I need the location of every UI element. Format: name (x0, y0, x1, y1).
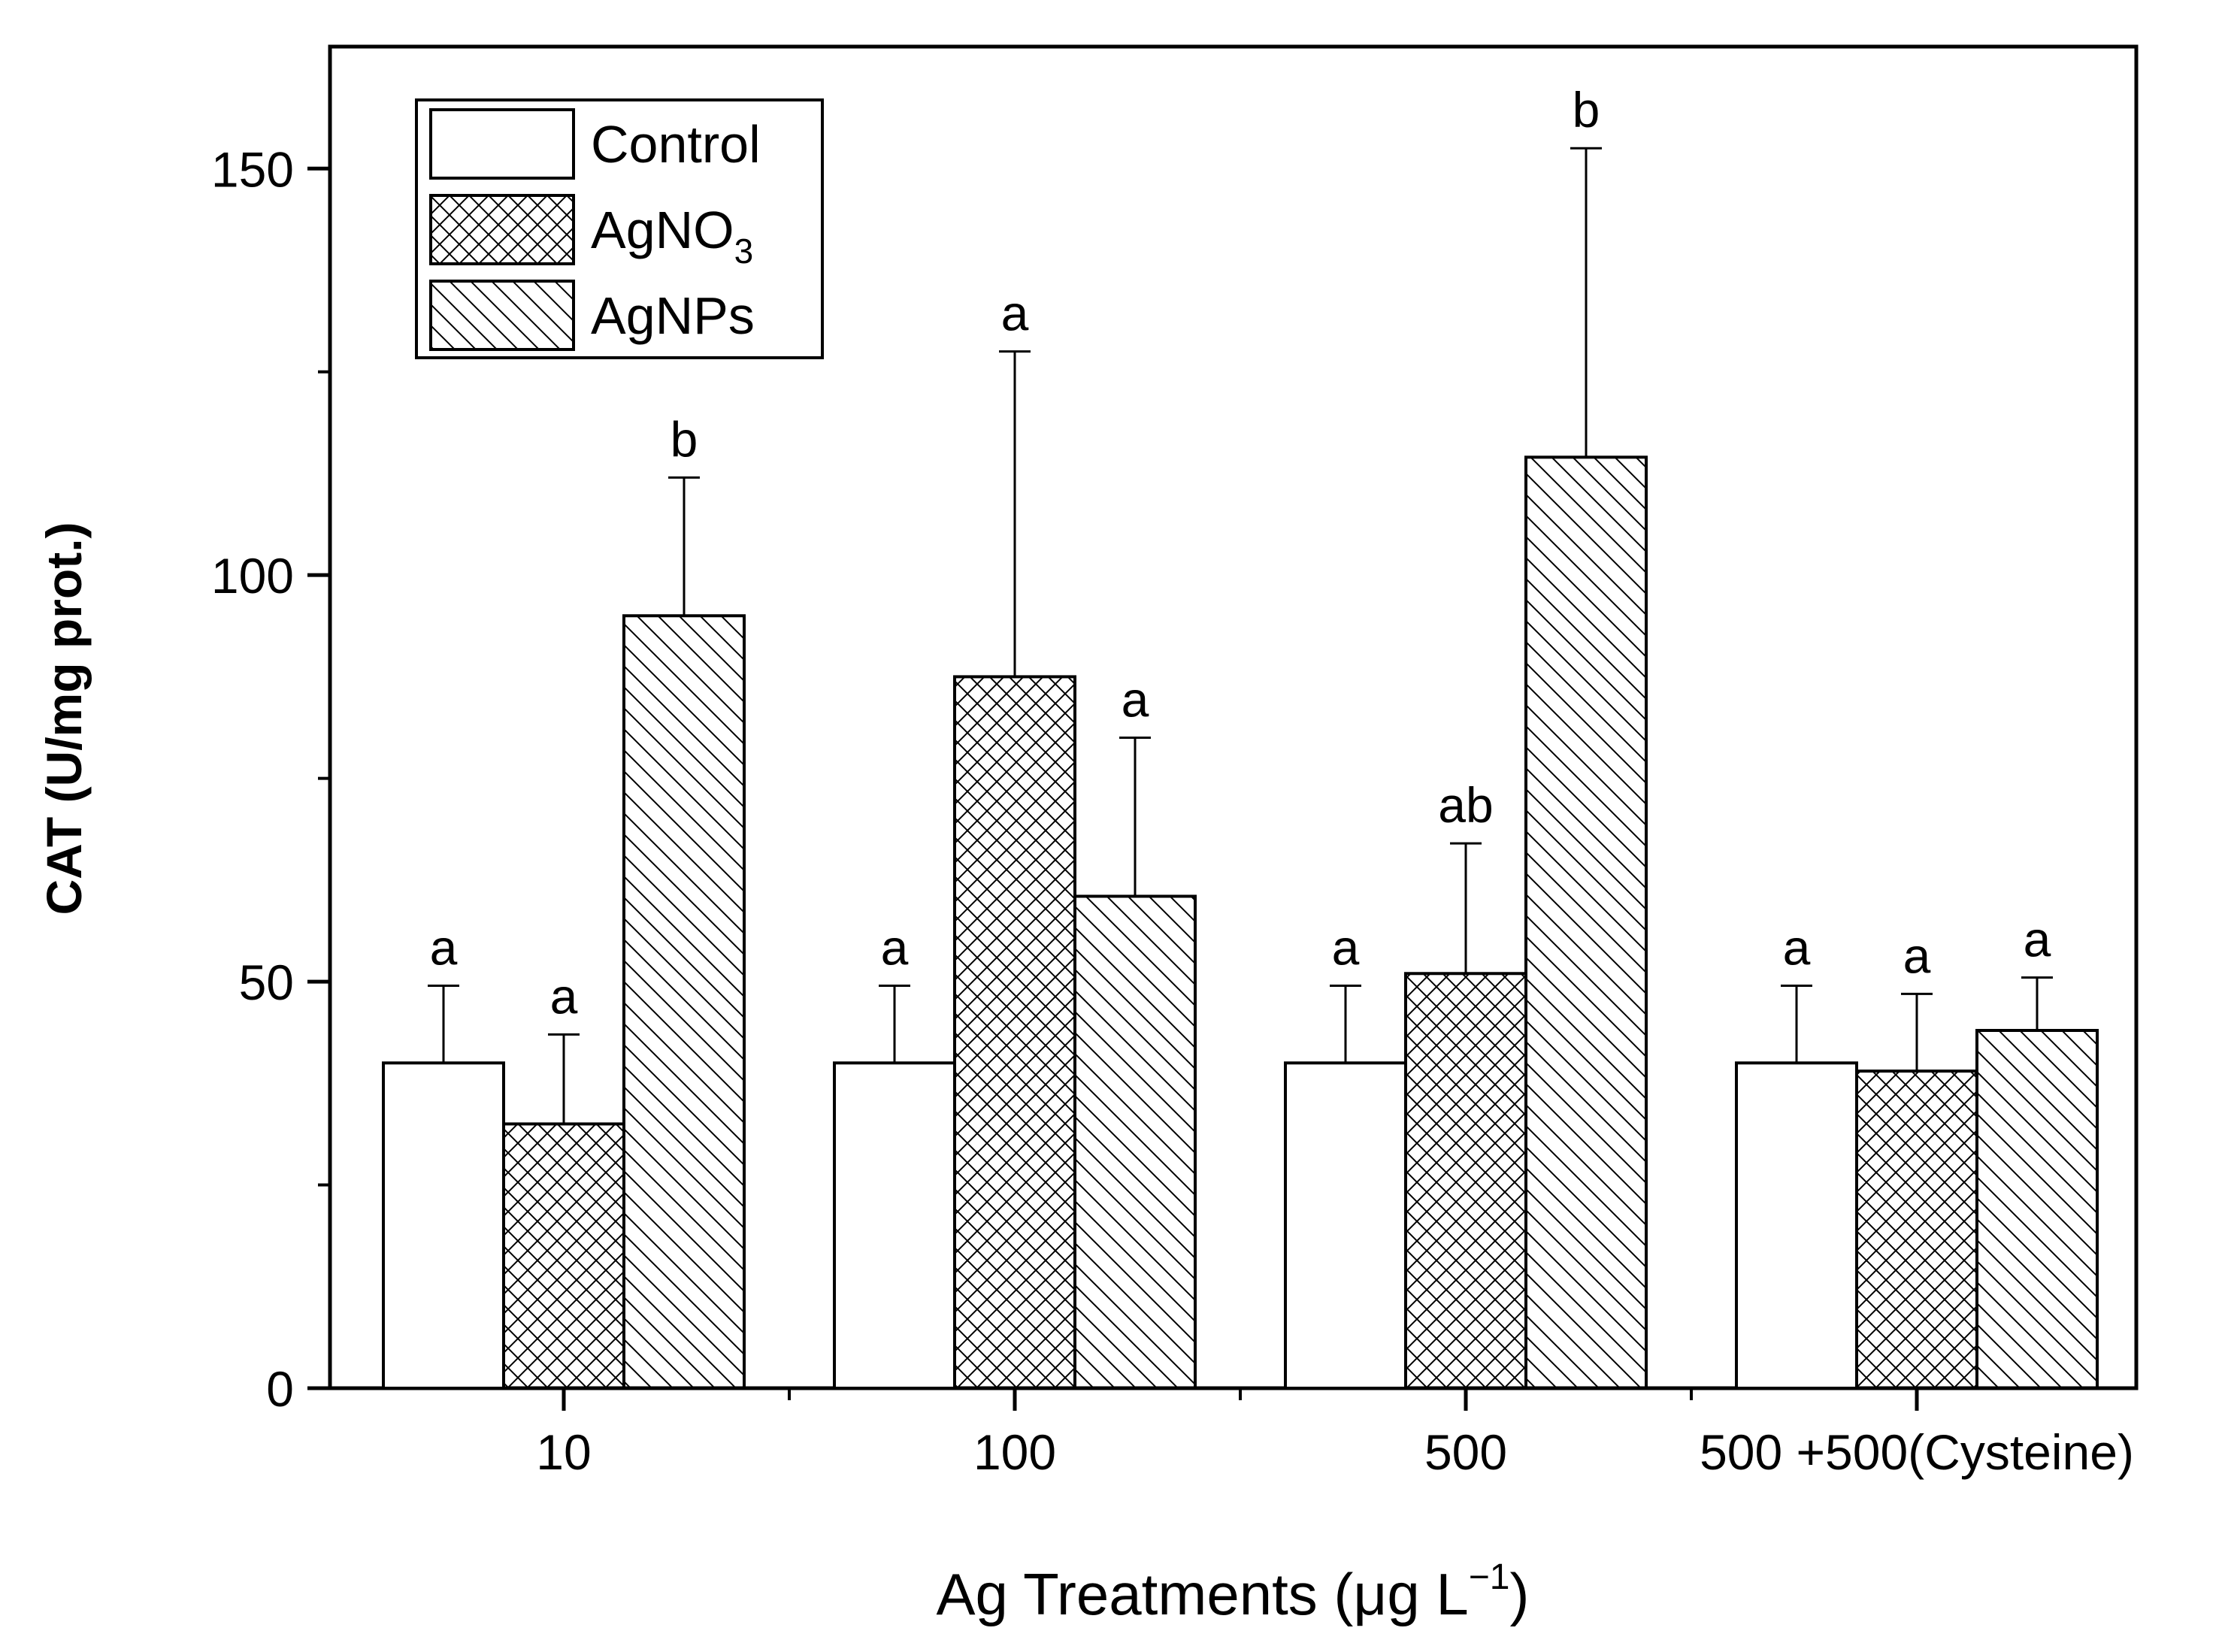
bar-agnps (1975, 1029, 2099, 1390)
legend-label-control: Control (591, 115, 761, 174)
y-tick-label: 50 (239, 955, 294, 1010)
bar-agno3 (1404, 972, 1527, 1390)
significance-letter: b (1573, 82, 1600, 138)
bar-agnps (1524, 455, 1648, 1390)
significance-letter: a (1122, 672, 1149, 728)
significance-letter: a (550, 968, 578, 1024)
significance-letter: b (671, 411, 698, 467)
x-axis-label-main: Ag Treatments (μg L (937, 1561, 1469, 1627)
significance-letter: a (2024, 912, 2051, 967)
y-tick-label: 150 (211, 141, 294, 197)
legend-label-agno3: AgNO3 (591, 201, 753, 271)
legend: Control AgNO3 AgNPs (415, 98, 824, 359)
bar-agno3 (953, 675, 1076, 1390)
bar-control (833, 1061, 956, 1390)
x-tick-label: 500 +500(Cysteine) (1700, 1424, 2134, 1480)
significance-letter: a (430, 920, 458, 976)
y-axis-label: CAT (U/mg prot.) (36, 522, 92, 915)
bar-control (1735, 1061, 1858, 1390)
x-axis-label-sup: −1 (1469, 1557, 1510, 1597)
legend-label-agnps: AgNPs (591, 286, 755, 345)
legend-swatch-agno3 (429, 194, 575, 265)
significance-letter: a (1903, 927, 1931, 983)
x-tick-label: 100 (973, 1424, 1056, 1480)
bar-agnps (1073, 894, 1197, 1390)
significance-letter: a (1332, 920, 1360, 976)
x-axis-label-close: ) (1510, 1561, 1530, 1627)
bar-control (1284, 1061, 1407, 1390)
plot-frame (328, 44, 2139, 1390)
significance-letter: a (881, 920, 909, 976)
legend-swatch-control (429, 108, 575, 180)
x-tick-label: 10 (536, 1424, 591, 1480)
bar-agnps (622, 614, 746, 1390)
significance-letter: ab (1438, 777, 1493, 833)
significance-letter: a (1783, 920, 1811, 976)
bar-agno3 (1855, 1070, 1978, 1390)
y-tick-label: 0 (266, 1361, 294, 1417)
significance-letter: a (1001, 286, 1029, 341)
x-axis-label: Ag Treatments (μg L−1) (937, 1557, 1530, 1627)
y-tick-label: 100 (211, 548, 294, 604)
bar-agno3 (502, 1122, 625, 1390)
legend-swatch-agnps (429, 280, 575, 351)
x-tick-label: 500 (1424, 1424, 1507, 1480)
bar-control (382, 1061, 505, 1390)
